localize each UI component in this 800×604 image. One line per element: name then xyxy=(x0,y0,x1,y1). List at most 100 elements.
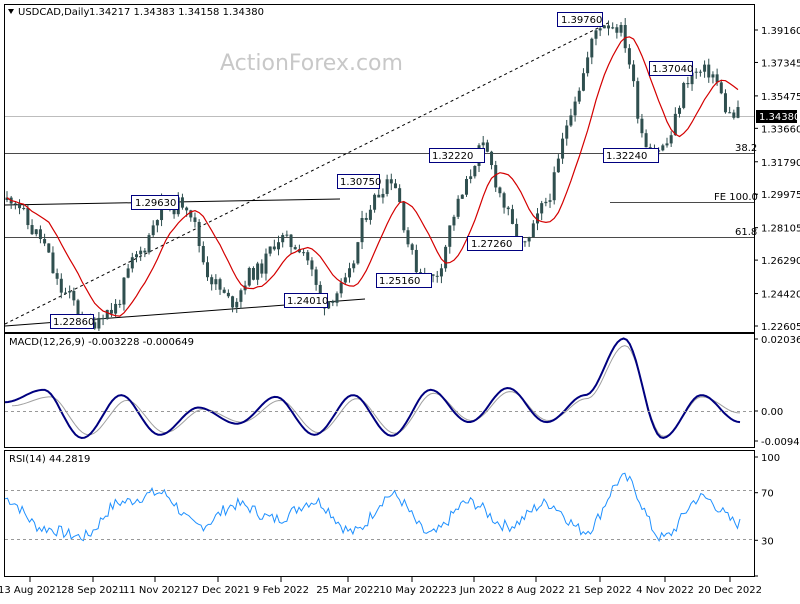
candle-body xyxy=(732,112,736,118)
candle-body xyxy=(669,135,673,144)
candle-body xyxy=(485,142,489,152)
candle-body xyxy=(598,28,602,31)
price-tick-label: 1.37345 xyxy=(761,58,800,69)
macd-axis: 0.02036 0.00 -0.009438 xyxy=(754,335,800,448)
candle-body xyxy=(581,73,585,91)
candle-body xyxy=(398,188,402,203)
rsi-line xyxy=(4,472,741,543)
date-tick-label: 10 May 2022 xyxy=(379,585,444,596)
candle-body xyxy=(277,242,281,250)
candle-body xyxy=(97,317,101,329)
candle-body xyxy=(381,193,385,198)
candle-body xyxy=(335,293,339,303)
watermark: ActionForex.com xyxy=(220,51,403,76)
candle-body xyxy=(180,197,184,208)
price-tick-label: 1.26290 xyxy=(761,256,800,267)
macd-signal-line xyxy=(11,345,741,437)
candle-body xyxy=(619,24,623,33)
candle-body xyxy=(256,263,260,280)
candle-body xyxy=(623,24,627,49)
candle-body xyxy=(627,48,631,65)
candle-body xyxy=(13,203,17,205)
candle-body xyxy=(118,303,122,305)
candle-body xyxy=(226,292,230,297)
candle-body xyxy=(364,218,368,220)
fe-100-label: FE 100.0 xyxy=(714,192,758,203)
candle-body xyxy=(239,290,243,302)
pivot-label-1-30750: 1.30750 xyxy=(337,174,381,189)
candle-body xyxy=(343,277,347,283)
candle-body xyxy=(661,145,665,151)
candle-body xyxy=(711,74,715,78)
candle-body xyxy=(122,277,126,305)
candle-body xyxy=(235,301,239,308)
candle-body xyxy=(214,279,218,285)
date-tick-label: 23 Jun 2022 xyxy=(444,585,504,596)
candle-body xyxy=(373,194,377,210)
candle-body xyxy=(327,301,331,309)
candle-body xyxy=(189,210,193,218)
current-price-text: 1.34380 xyxy=(759,112,800,123)
date-tick-label: 11 Nov 2021 xyxy=(123,585,187,596)
candle-body xyxy=(602,25,606,29)
macd-title: MACD(12,26,9) -0.003228 -0.000649 xyxy=(9,337,194,348)
candle-body xyxy=(109,309,113,314)
pivot-text-1-27260: 1.27260 xyxy=(471,239,512,250)
candle-body xyxy=(577,90,581,102)
pivot-label-1-37040: 1.37040 xyxy=(649,61,693,76)
price-tick-label: 1.31790 xyxy=(761,158,800,169)
macd-line xyxy=(4,337,741,440)
pivot-label-1-32240: 1.32240 xyxy=(603,148,659,163)
candle-body xyxy=(368,209,372,220)
candle-body xyxy=(460,194,464,199)
candle-body xyxy=(414,249,418,273)
fib-38-2-label: 38.2 xyxy=(735,143,757,154)
candle-body xyxy=(251,267,255,280)
candle-body xyxy=(435,275,439,277)
pivot-text-1-25160: 1.25160 xyxy=(379,276,420,287)
candle-body xyxy=(506,207,510,210)
candle-body xyxy=(561,138,565,159)
candle-body xyxy=(63,292,67,294)
candle-body xyxy=(318,284,322,296)
candle-body xyxy=(410,244,414,250)
candle-body xyxy=(105,309,109,320)
current-price-badge: 1.34380 xyxy=(756,110,800,123)
date-tick-label: 27 Dec 2021 xyxy=(186,585,250,596)
price-tick-label: 1.33660 xyxy=(761,124,800,135)
pivot-label-1-27260: 1.27260 xyxy=(467,236,523,251)
candle-body xyxy=(535,213,539,224)
price-tick-label: 1.35475 xyxy=(761,92,800,103)
candle-body xyxy=(473,165,477,177)
candle-body xyxy=(556,158,560,173)
candle-body xyxy=(264,253,268,274)
price-tick-label: 1.28105 xyxy=(761,224,800,235)
rsi-tick-label: 100 xyxy=(761,453,780,464)
candle-body xyxy=(293,247,297,250)
candle-body xyxy=(210,277,214,285)
candle-body xyxy=(147,235,151,253)
rsi-tick-label: 30 xyxy=(761,536,774,547)
dropdown-triangle-icon[interactable] xyxy=(8,9,14,14)
candle-body xyxy=(694,71,698,73)
pivot-label-1-32220: 1.32220 xyxy=(429,148,485,163)
candle-body xyxy=(723,93,727,113)
candle-body xyxy=(615,27,619,33)
price-tick-label: 1.29975 xyxy=(761,190,800,201)
candle-body xyxy=(231,296,235,308)
date-tick-label: 21 Sep 2022 xyxy=(568,585,631,596)
candle-body xyxy=(569,115,573,126)
fib-61-8-label: 61.8 xyxy=(735,227,757,238)
ohlc-values: 1.34217 1.34383 1.34158 1.34380 xyxy=(89,7,264,18)
candle-body xyxy=(573,101,577,116)
date-tick-label: 28 Sep 2021 xyxy=(61,585,124,596)
pivot-text-1-39760: 1.39760 xyxy=(561,15,602,26)
price-tick-label: 1.39160 xyxy=(761,26,800,37)
candle-body xyxy=(155,220,159,226)
candle-body xyxy=(464,178,468,195)
date-tick-label: 20 Dec 2022 xyxy=(698,585,762,596)
candle-body xyxy=(665,143,669,146)
macd-tick-label: 0.02036 xyxy=(761,335,800,346)
rsi-axis: 100 70 30 xyxy=(754,453,780,577)
